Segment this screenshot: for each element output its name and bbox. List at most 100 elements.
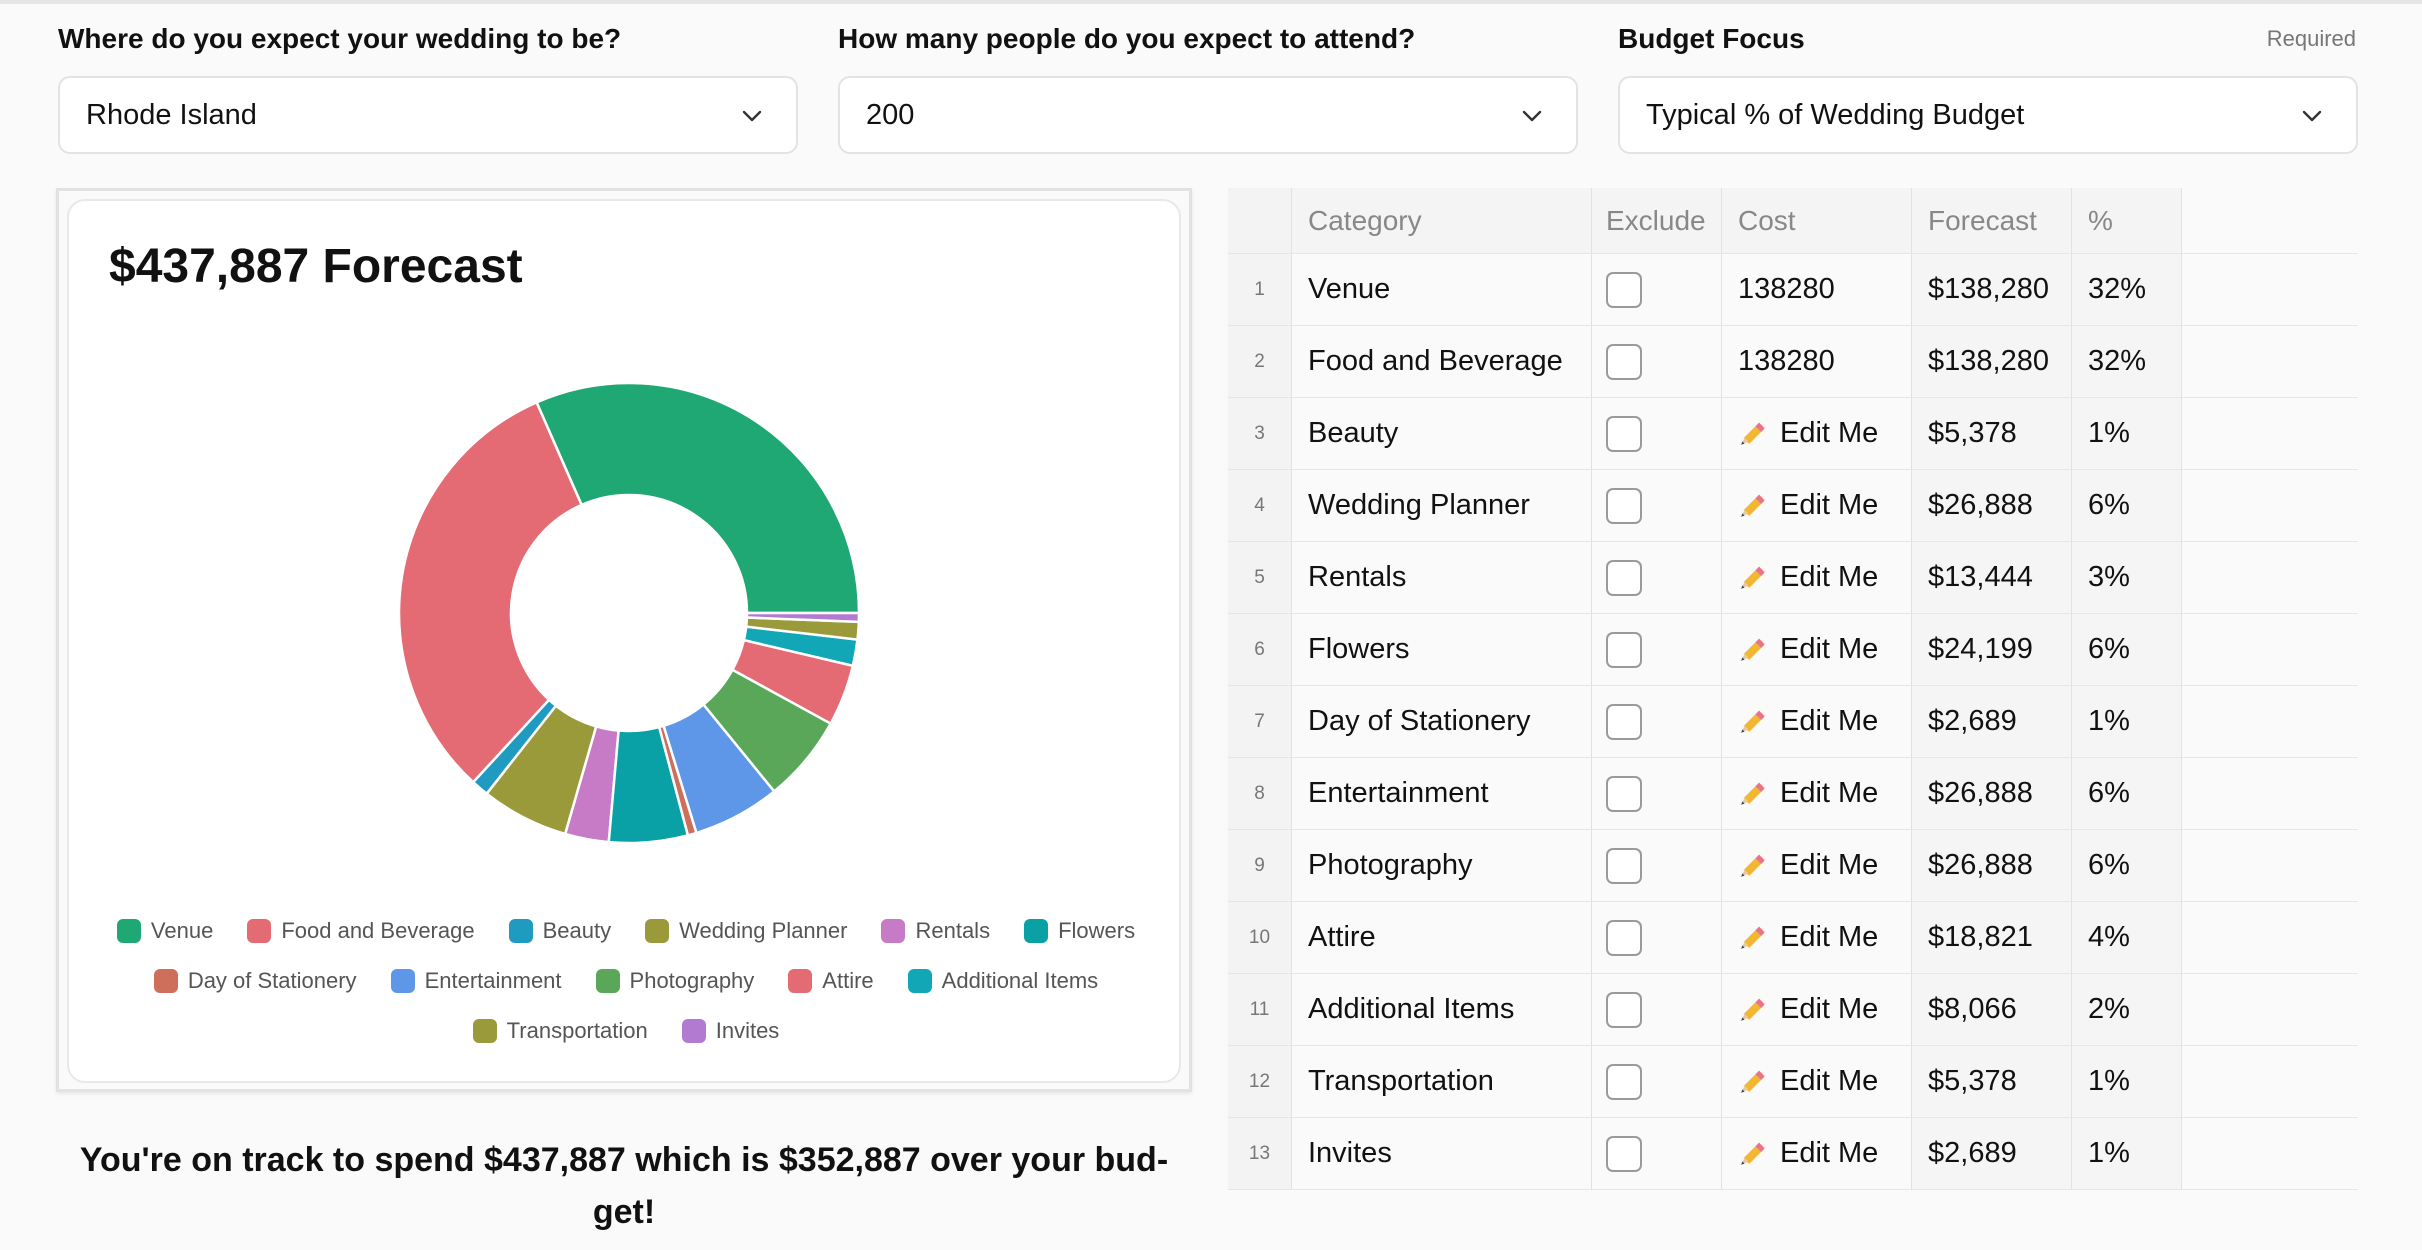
forecast-cell: $26,888 bbox=[1912, 830, 2072, 901]
legend-item[interactable]: Photography bbox=[595, 967, 754, 995]
legend-item[interactable]: Day of Stationery bbox=[153, 967, 357, 995]
exclude-cell bbox=[1592, 902, 1722, 973]
table-row: 13 Invites Edit Me $2,689 1% bbox=[1228, 1118, 2358, 1190]
category-cell[interactable]: Food and Beverage bbox=[1292, 326, 1592, 397]
category-header[interactable]: Category bbox=[1292, 188, 1592, 253]
cost-cell[interactable]: Edit Me bbox=[1722, 974, 1912, 1045]
chevron-down-icon bbox=[742, 110, 762, 122]
legend-item[interactable]: Attire bbox=[788, 967, 874, 995]
exclude-header[interactable]: Exclude bbox=[1592, 188, 1722, 253]
category-cell[interactable]: Transportation bbox=[1292, 1046, 1592, 1117]
category-cell[interactable]: Flowers bbox=[1292, 614, 1592, 685]
legend-swatch bbox=[907, 969, 932, 993]
percent-cell: 4% bbox=[2072, 902, 2182, 973]
pencil-icon bbox=[1741, 782, 1765, 805]
guests-select[interactable]: 200 bbox=[838, 76, 1578, 154]
legend-item[interactable]: Entertainment bbox=[390, 967, 562, 995]
exclude-cell bbox=[1592, 326, 1722, 397]
legend-item[interactable]: Additional Items bbox=[907, 967, 1098, 995]
category-cell[interactable]: Rentals bbox=[1292, 542, 1592, 613]
legend-item[interactable]: Food and Beverage bbox=[247, 917, 475, 945]
empty-cell bbox=[2182, 254, 2358, 325]
exclude-cell bbox=[1592, 470, 1722, 541]
exclude-checkbox[interactable] bbox=[1606, 415, 1642, 452]
legend-item[interactable]: Rentals bbox=[881, 917, 990, 945]
cost-cell[interactable]: Edit Me bbox=[1722, 1118, 1912, 1189]
legend-item[interactable]: Venue bbox=[116, 917, 213, 945]
percent-cell: 3% bbox=[2072, 542, 2182, 613]
category-cell[interactable]: Additional Items bbox=[1292, 974, 1592, 1045]
cost-value: Edit Me bbox=[1780, 849, 1879, 881]
slice-venue[interactable] bbox=[534, 381, 861, 615]
legend-swatch bbox=[116, 919, 141, 943]
budget-focus-label: Budget Focus bbox=[1618, 23, 1805, 54]
category-cell[interactable]: Photography bbox=[1292, 830, 1592, 901]
exclude-checkbox[interactable] bbox=[1606, 631, 1642, 668]
legend-label: Wedding Planner bbox=[679, 918, 848, 943]
cost-cell[interactable]: Edit Me bbox=[1722, 686, 1912, 757]
cost-value: Edit Me bbox=[1780, 561, 1879, 593]
cost-cell[interactable]: 138280 bbox=[1722, 326, 1912, 397]
category-cell[interactable]: Entertainment bbox=[1292, 758, 1592, 829]
cost-header[interactable]: Cost bbox=[1722, 188, 1912, 253]
exclude-checkbox[interactable] bbox=[1606, 1135, 1642, 1172]
cost-cell[interactable]: Edit Me bbox=[1722, 758, 1912, 829]
legend-item[interactable]: Flowers bbox=[1024, 917, 1135, 945]
legend-item[interactable]: Transportation bbox=[472, 1017, 648, 1045]
exclude-checkbox[interactable] bbox=[1606, 487, 1642, 524]
exclude-checkbox[interactable] bbox=[1606, 1063, 1642, 1100]
row-number: 10 bbox=[1228, 902, 1292, 973]
table-row: 9 Photography Edit Me $26,888 6% bbox=[1228, 830, 2358, 902]
location-select[interactable]: Rhode Island bbox=[58, 76, 798, 154]
category-cell[interactable]: Attire bbox=[1292, 902, 1592, 973]
table-row: 7 Day of Stationery Edit Me $2,689 1% bbox=[1228, 686, 2358, 758]
exclude-checkbox[interactable] bbox=[1606, 775, 1642, 812]
exclude-checkbox[interactable] bbox=[1606, 847, 1642, 884]
legend-item[interactable]: Invites bbox=[681, 1017, 780, 1045]
cost-value: Edit Me bbox=[1780, 705, 1879, 737]
category-cell[interactable]: Beauty bbox=[1292, 398, 1592, 469]
cost-cell[interactable]: Edit Me bbox=[1722, 542, 1912, 613]
exclude-checkbox[interactable] bbox=[1606, 703, 1642, 740]
exclude-checkbox[interactable] bbox=[1606, 559, 1642, 596]
cost-cell[interactable]: Edit Me bbox=[1722, 1046, 1912, 1117]
category-cell[interactable]: Wedding Planner bbox=[1292, 470, 1592, 541]
category-cell[interactable]: Day of Stationery bbox=[1292, 686, 1592, 757]
legend-swatch bbox=[881, 919, 906, 943]
exclude-checkbox[interactable] bbox=[1606, 919, 1642, 956]
cost-cell[interactable]: Edit Me bbox=[1722, 614, 1912, 685]
legend-swatch bbox=[390, 969, 415, 993]
exclude-checkbox[interactable] bbox=[1606, 343, 1642, 380]
exclude-checkbox[interactable] bbox=[1606, 271, 1642, 308]
cost-cell[interactable]: Edit Me bbox=[1722, 830, 1912, 901]
legend-swatch bbox=[153, 969, 178, 993]
donut-chart bbox=[397, 381, 861, 845]
legend-swatch bbox=[1024, 919, 1049, 943]
budget-focus-select[interactable]: Typical % of Wedding Budget bbox=[1618, 76, 2358, 154]
category-cell[interactable]: Invites bbox=[1292, 1118, 1592, 1189]
empty-cell bbox=[2182, 686, 2358, 757]
exclude-checkbox[interactable] bbox=[1606, 991, 1642, 1028]
cost-cell[interactable]: Edit Me bbox=[1722, 398, 1912, 469]
forecast-header[interactable]: Forecast bbox=[1912, 188, 2072, 253]
legend-item[interactable]: Beauty bbox=[508, 917, 611, 945]
table-row: 4 Wedding Planner Edit Me $26,888 6% bbox=[1228, 470, 2358, 542]
slice-food-and-beverage[interactable] bbox=[397, 400, 584, 784]
category-cell[interactable]: Venue bbox=[1292, 254, 1592, 325]
table-row: 2 Food and Beverage 138280 $138,280 32% bbox=[1228, 326, 2358, 398]
budget-summary: You're on track to spend $437,887 which … bbox=[79, 1141, 1169, 1231]
cost-cell[interactable]: 138280 bbox=[1722, 254, 1912, 325]
legend-label: Invites bbox=[715, 1018, 780, 1043]
legend-item[interactable]: Wedding Planner bbox=[645, 917, 847, 945]
percent-cell: 1% bbox=[2072, 1046, 2182, 1117]
cost-cell[interactable]: Edit Me bbox=[1722, 902, 1912, 973]
table-row: 5 Rentals Edit Me $13,444 3% bbox=[1228, 542, 2358, 614]
empty-header bbox=[2182, 188, 2358, 253]
percent-header[interactable]: % bbox=[2072, 188, 2182, 253]
pencil-icon bbox=[1741, 710, 1765, 733]
slice-invites[interactable] bbox=[745, 611, 861, 624]
cost-cell[interactable]: Edit Me bbox=[1722, 470, 1912, 541]
empty-cell bbox=[2182, 830, 2358, 901]
legend-label: Flowers bbox=[1058, 918, 1136, 943]
location-value: Rhode Island bbox=[86, 98, 257, 131]
